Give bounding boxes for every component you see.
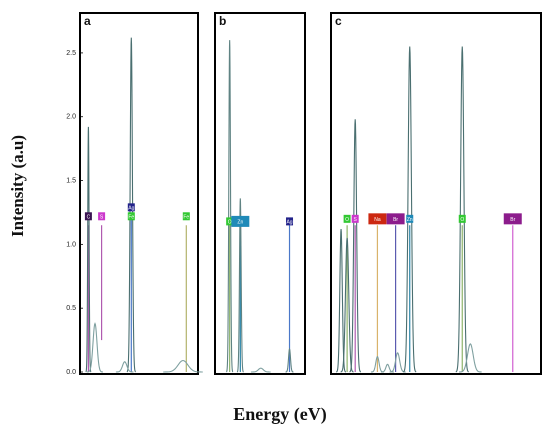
y-tick-label: 0.5 — [66, 305, 76, 312]
spectrum-peak — [87, 322, 103, 373]
spectrum-peak — [85, 126, 92, 373]
element-badge — [98, 212, 106, 221]
spectrum-peak — [403, 46, 417, 373]
element-badge-label: Ag — [128, 205, 134, 211]
y-tick-label: 1.5 — [66, 178, 76, 185]
element-badge — [286, 217, 294, 226]
panel-frame — [330, 12, 542, 375]
element-badge — [386, 213, 405, 225]
panel-label: a — [84, 14, 91, 28]
spectrum-peak — [381, 363, 394, 373]
element-badge — [368, 213, 387, 225]
spectrum-peak — [236, 198, 244, 373]
element-badge — [127, 203, 135, 212]
spectrum-peak — [389, 352, 406, 373]
element-badge — [503, 213, 522, 225]
element-badge — [84, 212, 92, 221]
panel-frame — [214, 12, 306, 375]
element-badge — [127, 212, 135, 221]
element-badge-label: Br — [510, 217, 515, 223]
panel-c: cO S Na Br Zn O Br — [330, 12, 542, 375]
element-badge — [351, 214, 359, 223]
spectrum-peak — [115, 361, 134, 373]
panel-label: b — [219, 14, 226, 28]
element-badge-label: S — [354, 217, 358, 223]
element-badge-label: Fe — [183, 214, 189, 220]
spectrum-peak — [459, 343, 482, 373]
spectrum-peak — [349, 119, 362, 373]
x-axis-label: Energy (eV) — [233, 404, 327, 424]
element-badge — [226, 217, 234, 226]
element-badge-label: O — [345, 217, 349, 223]
element-badge-label: Ag — [286, 219, 292, 225]
element-badge-label: S — [100, 214, 104, 220]
element-badge — [458, 214, 466, 223]
element-badge-label: Zn — [407, 217, 413, 223]
panel-a: 0.0 0.5 1.0 1.5 2.0 2.5 a C S Ag Fe Fe — [66, 12, 203, 376]
element-badge-label: Na — [374, 217, 381, 223]
panel-label: c — [335, 14, 342, 28]
element-badge-label: Br — [393, 217, 398, 223]
element-badge — [406, 214, 414, 223]
element-badge-label: C — [87, 214, 91, 220]
spectrum-peak — [285, 347, 294, 373]
y-tick-label: 0.0 — [66, 369, 76, 376]
spectrum-peak — [250, 367, 271, 373]
spectrum-peak — [336, 229, 347, 373]
element-badge — [182, 212, 190, 221]
y-tick-label: 2.5 — [66, 50, 76, 57]
element-badge — [343, 214, 351, 223]
element-badge — [231, 215, 250, 227]
panel-frame — [79, 12, 199, 375]
spectrum-peak — [163, 359, 203, 373]
element-badge-label: O — [460, 217, 464, 223]
y-tick-label: 2.0 — [66, 114, 76, 121]
spectrum-peak — [226, 40, 234, 373]
element-badge-label: Fe — [128, 214, 134, 220]
element-badge-label: Zn — [237, 219, 243, 225]
panel-b: b O Zn Ag — [214, 12, 306, 375]
element-badge-label: O — [228, 219, 232, 225]
spectrum-peak — [126, 37, 136, 373]
y-tick-label: 1.0 — [66, 241, 76, 248]
